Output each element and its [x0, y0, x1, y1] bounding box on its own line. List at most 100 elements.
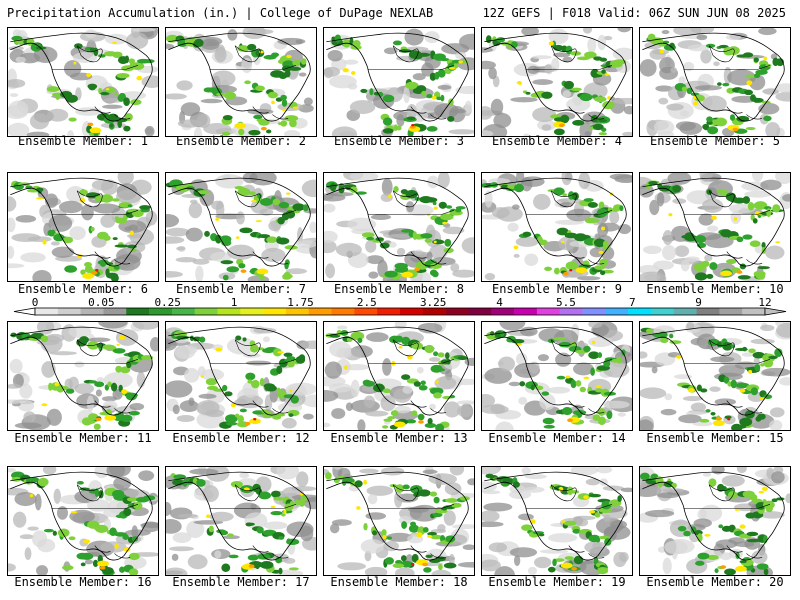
- colorbar-segment: [103, 308, 127, 315]
- colorbar-segment: [673, 308, 697, 315]
- colorbar-segment: [354, 308, 378, 315]
- ensemble-member-map: [7, 321, 159, 431]
- colorbar-segment: [742, 308, 766, 315]
- precipitation-map: [8, 467, 158, 575]
- ensemble-member-caption: Ensemble Member: 1: [17, 134, 149, 148]
- precipitation-map: [166, 467, 316, 575]
- ensemble-member-map: [639, 27, 791, 137]
- ensemble-member-caption: Ensemble Member: 14: [488, 431, 626, 445]
- ensemble-member-caption: Ensemble Member: 16: [14, 575, 152, 589]
- colorbar-right-arrow: [764, 307, 787, 316]
- ensemble-member-map: [165, 466, 317, 576]
- precipitation-map: [640, 28, 790, 136]
- colorbar-segment: [468, 308, 492, 315]
- precipitation-map: [166, 28, 316, 136]
- precipitation-map: [324, 467, 474, 575]
- ensemble-member-caption: Ensemble Member: 8: [333, 282, 465, 296]
- colorbar-segment: [285, 308, 310, 315]
- ensemble-member-map: [323, 172, 475, 282]
- colorbar-segment: [559, 308, 583, 315]
- colorbar-tick-label: 0.25: [154, 296, 181, 309]
- precipitation-map: [324, 322, 474, 430]
- colorbar-segment: [57, 308, 81, 315]
- ensemble-member-caption: Ensemble Member: 18: [330, 575, 468, 589]
- colorbar-tick-label: 7: [628, 296, 636, 309]
- colorbar-segment: [650, 308, 675, 315]
- colorbar-segment: [400, 308, 424, 315]
- ensemble-member-map: [7, 27, 159, 137]
- colorbar-segment: [719, 308, 743, 315]
- colorbar-segment: [263, 308, 287, 315]
- colorbar-segment: [194, 308, 218, 315]
- precipitation-color-scale: [13, 307, 787, 316]
- colorbar-tick-label: 4: [496, 296, 503, 309]
- ensemble-member-caption: Ensemble Member: 20: [646, 575, 784, 589]
- colorbar-tick-label: 9: [695, 296, 702, 309]
- precipitation-map: [8, 173, 158, 281]
- colorbar-segment: [491, 308, 515, 315]
- colorbar-left-arrow: [13, 307, 36, 316]
- colorbar-segment: [331, 308, 355, 315]
- ensemble-member-map: [323, 27, 475, 137]
- ensemble-member-caption: Ensemble Member: 19: [488, 575, 626, 589]
- ensemble-member-caption: Ensemble Member: 3: [333, 134, 465, 148]
- colorbar-segment: [35, 308, 59, 315]
- colorbar-segment: [240, 308, 264, 315]
- colorbar-segment: [80, 308, 104, 315]
- ensemble-member-map: [323, 321, 475, 431]
- colorbar-tick-label: 1: [230, 296, 238, 309]
- colorbar-segment: [377, 308, 401, 315]
- map-title: Precipitation Accumulation (in.) | Colle…: [7, 6, 434, 20]
- ensemble-member-map: [639, 172, 791, 282]
- precipitation-map: [482, 173, 632, 281]
- ensemble-member-caption: Ensemble Member: 13: [330, 431, 468, 445]
- colorbar-segment: [696, 308, 720, 315]
- ensemble-member-map: [165, 172, 317, 282]
- ensemble-member-caption: Ensemble Member: 4: [491, 134, 623, 148]
- precipitation-map: [324, 173, 474, 281]
- precipitation-map: [324, 28, 474, 136]
- precipitation-map: [482, 322, 632, 430]
- colorbar-segment: [149, 308, 173, 315]
- ensemble-member-map: [7, 466, 159, 576]
- colorbar-segment: [171, 308, 195, 315]
- ensemble-member-caption: Ensemble Member: 10: [646, 282, 784, 296]
- ensemble-member-map: [481, 321, 633, 431]
- precipitation-map: [8, 28, 158, 136]
- colorbar-segment: [628, 308, 652, 315]
- precipitation-map: [482, 28, 632, 136]
- ensemble-member-caption: Ensemble Member: 5: [649, 134, 781, 148]
- ensemble-member-caption: Ensemble Member: 17: [172, 575, 310, 589]
- ensemble-member-caption: Ensemble Member: 9: [491, 282, 623, 296]
- ensemble-member-map: [165, 27, 317, 137]
- precipitation-map: [166, 322, 316, 430]
- colorbar-segment: [605, 308, 629, 315]
- ensemble-member-caption: Ensemble Member: 6: [17, 282, 149, 296]
- precipitation-map: [640, 173, 790, 281]
- ensemble-member-map: [165, 321, 317, 431]
- colorbar-segment: [536, 308, 560, 315]
- ensemble-member-map: [639, 321, 791, 431]
- colorbar-tick-label: 0.05: [88, 296, 115, 309]
- ensemble-member-caption: Ensemble Member: 11: [14, 431, 152, 445]
- colorbar-segment: [217, 308, 241, 315]
- precipitation-map: [8, 322, 158, 430]
- colorbar-tick-label: 0: [31, 296, 39, 309]
- colorbar-segment: [582, 308, 606, 315]
- colorbar-segment: [126, 308, 150, 315]
- colorbar-segment: [422, 308, 446, 315]
- colorbar-tick-label: 3.25: [419, 296, 447, 309]
- precipitation-map: [166, 173, 316, 281]
- precipitation-map: [482, 467, 632, 575]
- precipitation-map: [640, 322, 790, 430]
- ensemble-member-map: [639, 466, 791, 576]
- colorbar-tick-label: 2.5: [356, 296, 377, 309]
- colorbar-tick-label: 5.5: [555, 296, 576, 309]
- ensemble-member-map: [323, 466, 475, 576]
- colorbar-segment: [514, 308, 538, 315]
- ensemble-member-caption: Ensemble Member: 12: [172, 431, 310, 445]
- precipitation-map: [640, 467, 790, 575]
- ensemble-member-caption: Ensemble Member: 15: [646, 431, 784, 445]
- colorbar-tick-label: 12: [758, 296, 772, 309]
- ensemble-member-caption: Ensemble Member: 7: [175, 282, 307, 296]
